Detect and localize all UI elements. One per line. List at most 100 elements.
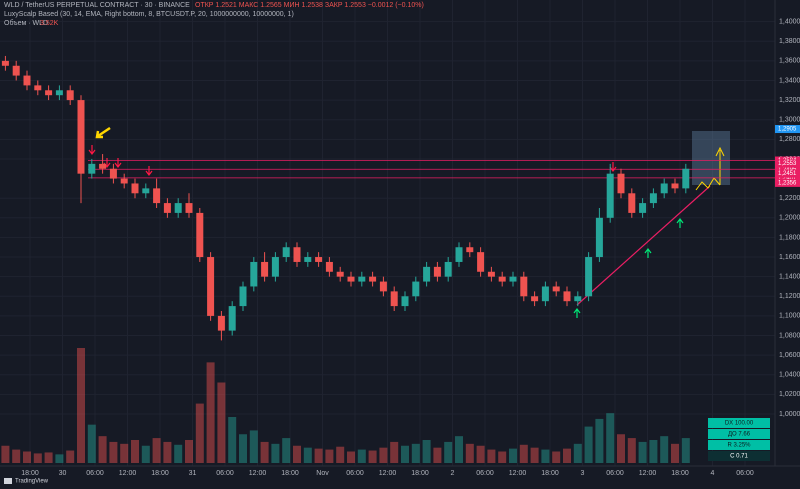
volume-bar bbox=[347, 451, 355, 463]
brand: TradingView bbox=[15, 479, 49, 485]
candle-body bbox=[595, 217, 603, 258]
candle-body bbox=[293, 247, 301, 262]
candle-body bbox=[34, 85, 42, 91]
y-tick-label: 1,0200 bbox=[779, 391, 800, 398]
candle-body bbox=[347, 276, 355, 282]
candle-body bbox=[563, 291, 571, 302]
candle-body bbox=[606, 173, 614, 218]
volume-bar bbox=[563, 448, 571, 463]
y-tick-label: 1,3200 bbox=[779, 97, 800, 104]
candle-body bbox=[12, 65, 20, 76]
volume-bar bbox=[595, 418, 604, 463]
price-tag-label: 1,2905 bbox=[778, 127, 797, 133]
volume-bar bbox=[681, 438, 690, 463]
candle-body bbox=[77, 100, 85, 174]
volume-bar bbox=[33, 453, 42, 463]
candle-body bbox=[185, 203, 193, 213]
candle-body bbox=[509, 276, 517, 282]
volume-bar bbox=[239, 434, 247, 463]
y-tick-label: 1,1200 bbox=[779, 293, 800, 300]
volume-bar bbox=[325, 449, 334, 463]
volume-label: Объем · WLD bbox=[4, 19, 48, 27]
candle-body bbox=[250, 261, 258, 287]
x-tick-label: 4 bbox=[711, 470, 715, 477]
candle-body bbox=[271, 257, 279, 277]
volume-bar bbox=[476, 445, 485, 463]
x-tick-label: 18:00 bbox=[411, 470, 429, 477]
x-tick-label: 06:00 bbox=[346, 470, 364, 477]
volume-bar bbox=[260, 441, 269, 463]
volume-value: 3.52K bbox=[40, 20, 59, 27]
volume-bar bbox=[163, 441, 172, 463]
stat-box bbox=[708, 418, 770, 428]
candle-body bbox=[541, 286, 549, 302]
volume-bar bbox=[293, 445, 301, 463]
y-tick-label: 1,2200 bbox=[779, 195, 800, 202]
candle-body bbox=[23, 75, 31, 86]
volume-bar bbox=[152, 438, 161, 463]
x-tick-label: 30 bbox=[59, 470, 67, 477]
volume-bar bbox=[12, 449, 21, 463]
volume-bar bbox=[401, 445, 409, 463]
volume-bar bbox=[606, 413, 615, 463]
candle-body bbox=[153, 188, 161, 204]
x-tick-label: 06:00 bbox=[216, 470, 234, 477]
candle-body bbox=[325, 261, 333, 272]
candle-body bbox=[552, 286, 560, 292]
y-tick-label: 1,2000 bbox=[779, 215, 800, 222]
volume-bar bbox=[141, 445, 150, 463]
candle-body bbox=[379, 281, 387, 292]
x-tick-label: 06:00 bbox=[86, 470, 104, 477]
candle-body bbox=[142, 188, 150, 194]
y-tick-label: 1,3000 bbox=[779, 117, 800, 124]
stat-box bbox=[708, 429, 770, 439]
volume-bar bbox=[195, 403, 204, 463]
x-tick-label: 18:00 bbox=[21, 470, 39, 477]
price-tag-label: 1,2553 bbox=[778, 161, 797, 167]
x-tick-label: 2 bbox=[451, 470, 455, 477]
candle-body bbox=[55, 90, 63, 96]
volume-bar bbox=[109, 441, 118, 463]
candle-body bbox=[466, 247, 474, 253]
candle-body bbox=[88, 163, 96, 174]
pointer-arrow bbox=[95, 126, 111, 139]
volume-bar bbox=[411, 443, 420, 463]
volume-bar bbox=[660, 436, 669, 463]
stat-text: C 0.71 bbox=[730, 454, 748, 460]
volume-bar bbox=[228, 417, 237, 463]
volume-bar bbox=[638, 441, 647, 463]
x-tick-label: 18:00 bbox=[151, 470, 169, 477]
volume-bar bbox=[498, 451, 507, 463]
price-tag bbox=[775, 169, 800, 178]
x-tick-label: 12:00 bbox=[119, 470, 137, 477]
x-tick-label: 06:00 bbox=[476, 470, 494, 477]
grid bbox=[0, 0, 775, 466]
candle-body bbox=[520, 276, 528, 297]
volume-bar bbox=[98, 436, 107, 463]
x-tick-label: 18:00 bbox=[671, 470, 689, 477]
volume-bar bbox=[23, 451, 31, 463]
volume-bar bbox=[552, 451, 561, 463]
x-tick-label: 12:00 bbox=[249, 470, 267, 477]
candle-body bbox=[585, 257, 593, 297]
volume-bar bbox=[314, 448, 323, 463]
x-tick-label: 06:00 bbox=[736, 470, 754, 477]
candle-body bbox=[1, 60, 9, 66]
volume-bar bbox=[541, 449, 550, 463]
price-tag bbox=[775, 159, 800, 168]
candle-body bbox=[433, 266, 441, 277]
volume-bar bbox=[455, 436, 463, 463]
x-tick-label: 18:00 bbox=[541, 470, 559, 477]
stat-box bbox=[708, 451, 770, 461]
y-tick-label: 1,3600 bbox=[779, 58, 800, 65]
volume-bar bbox=[433, 447, 442, 463]
volume-bar bbox=[368, 450, 377, 463]
volume-bar bbox=[444, 441, 453, 463]
x-tick-label: 3 bbox=[581, 470, 585, 477]
volume-bar bbox=[131, 440, 139, 463]
volume-bar bbox=[185, 440, 193, 463]
volume-bar bbox=[303, 447, 312, 463]
candle-body bbox=[45, 90, 53, 96]
candle-body bbox=[315, 257, 323, 262]
